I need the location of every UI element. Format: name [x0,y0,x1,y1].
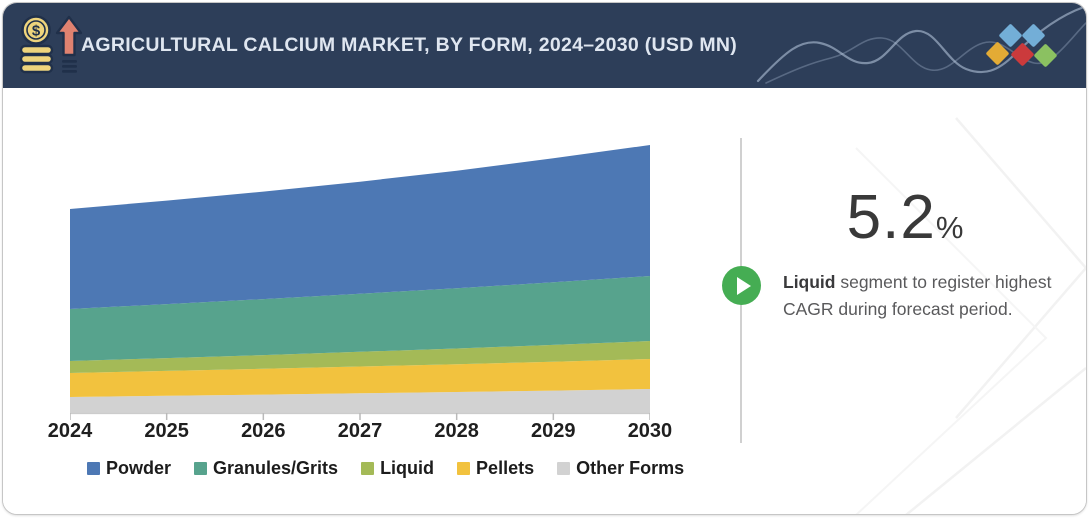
cagr-description-segment: Liquid [783,272,836,292]
play-icon [722,266,761,305]
wavy-line-decoration [756,5,1086,84]
legend-swatch [557,462,571,475]
cagr-description: Liquid segment to register highest CAGR … [783,269,1059,322]
legend-item-other-forms: Other Forms [557,458,684,479]
legend-item-pellets: Pellets [457,458,534,479]
legend-label: Pellets [476,458,535,478]
chart-body: 2024 2025 2026 2027 2028 2029 2030 Powder Granu… [3,88,1086,514]
area-series-other-forms [70,389,650,413]
area-series-granules-grits [70,276,650,361]
svg-text:$: $ [32,23,41,40]
area-series-pellets [70,359,650,397]
area-series-powder [70,145,650,309]
legend-swatch [87,462,100,475]
x-tick-label-2028: 2028 [434,420,479,442]
legend-label: Granules/Grits [213,458,339,478]
x-tick-label-2025: 2025 [144,420,189,442]
header-bar: $ AGRICULTURAL CALCIUM MARKET, BY FORM, … [3,3,1086,88]
stacked-area-chart [70,145,650,420]
x-tick-label-2029: 2029 [531,420,576,442]
legend-item-granules-grits: Granules/Grits [194,458,338,479]
x-axis-labels: 2024 2025 2026 2027 2028 2029 2030 [40,420,680,443]
play-triangle [737,276,751,295]
page-title: AGRICULTURAL CALCIUM MARKET, BY FORM, 20… [81,34,738,56]
x-tick-label-2024: 2024 [47,420,93,442]
legend-label: Powder [106,458,172,478]
cagr-stat: 5.2% [760,186,1050,250]
legend-item-liquid: Liquid [361,458,434,479]
cagr-unit: % [935,210,964,245]
chart-legend: Powder Granules/Grits Liquid Pellets Other F… [87,458,684,479]
legend-item-powder: Powder [87,458,171,479]
legend-label: Other Forms [576,458,685,478]
x-tick-label-2027: 2027 [337,420,383,442]
legend-swatch [194,462,208,475]
cagr-value: 5.2 [846,183,936,252]
area-series-liquid [70,341,650,373]
legend-swatch [361,462,375,475]
legend-label: Liquid [380,458,435,478]
coins-growth-icon: $ [19,15,83,74]
legend-swatch [457,462,471,475]
x-tick-label-2026: 2026 [241,420,286,442]
x-tick-label-2030: 2030 [627,420,673,442]
